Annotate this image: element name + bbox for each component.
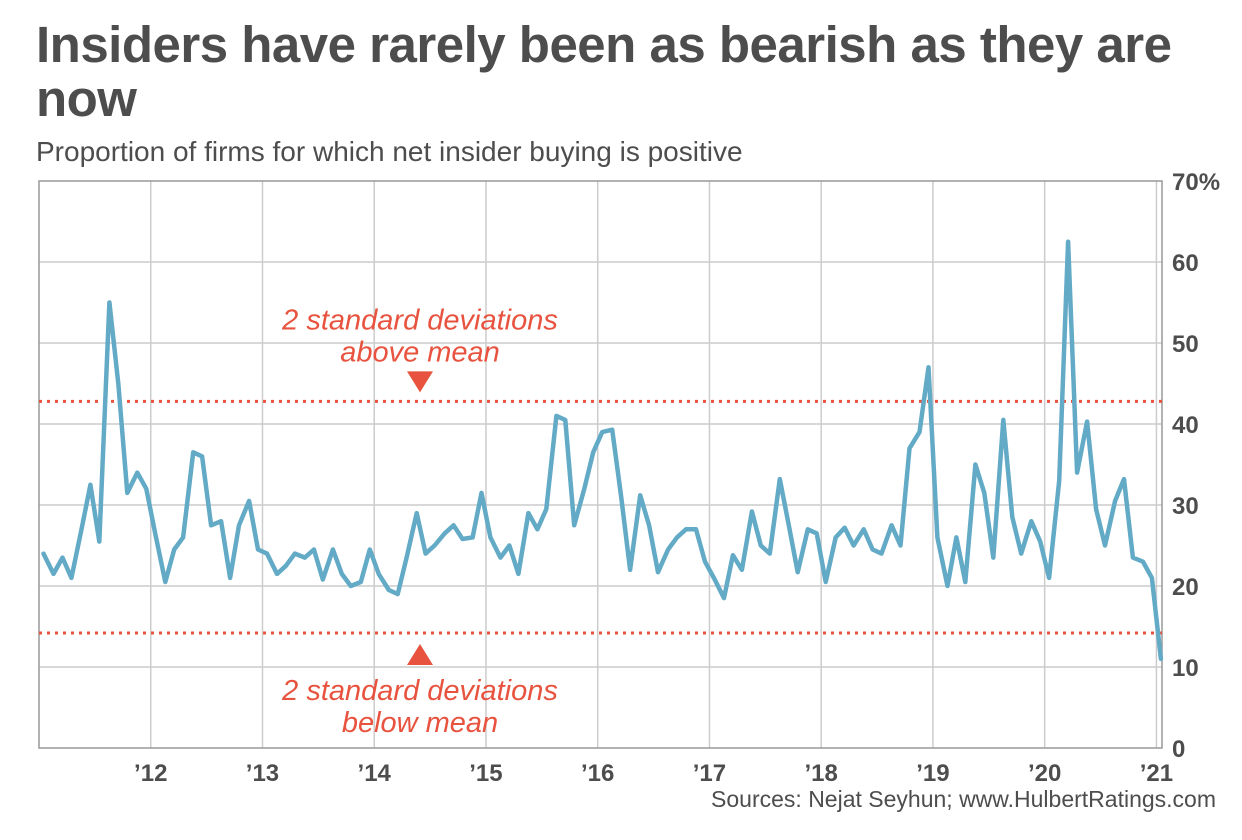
upper-annotation-text: above mean [340, 336, 500, 368]
y-tick-label: 60 [1172, 250, 1199, 277]
chart-title: Insiders have rarely been as bearish as … [36, 16, 1172, 127]
y-tick-label: 10 [1172, 655, 1199, 682]
x-tick-label: ’15 [469, 760, 502, 787]
x-tick-label: ’13 [246, 760, 279, 787]
x-tick-label: ’17 [693, 760, 726, 787]
x-tick-label: ’20 [1028, 760, 1061, 787]
lower-annotation-text: 2 standard deviations [281, 675, 558, 707]
y-tick-label: 70% [1172, 169, 1220, 196]
x-tick-label: ’21 [1140, 760, 1173, 787]
x-tick-label: ’19 [916, 760, 949, 787]
x-tick-label: ’12 [134, 760, 167, 787]
x-tick-label: ’16 [581, 760, 614, 787]
lower-annotation-text: below mean [342, 707, 498, 739]
series-line [41, 239, 1164, 662]
x-tick-label: ’14 [358, 760, 392, 787]
y-tick-label: 40 [1172, 412, 1199, 439]
down-triangle-icon [407, 371, 433, 393]
chart-subtitle: Proportion of firms for which net inside… [36, 136, 743, 167]
y-tick-label: 20 [1172, 574, 1199, 601]
x-tick-label: ’18 [805, 760, 838, 787]
y-tick-label: 0 [1172, 736, 1185, 763]
source-note: Sources: Nejat Seyhun; www.HulbertRating… [711, 786, 1216, 812]
y-tick-label: 50 [1172, 331, 1199, 358]
plot-frame [38, 180, 1163, 749]
up-triangle-icon [407, 643, 433, 665]
y-tick-label: 30 [1172, 493, 1199, 520]
upper-annotation-text: 2 standard deviations [281, 304, 558, 336]
